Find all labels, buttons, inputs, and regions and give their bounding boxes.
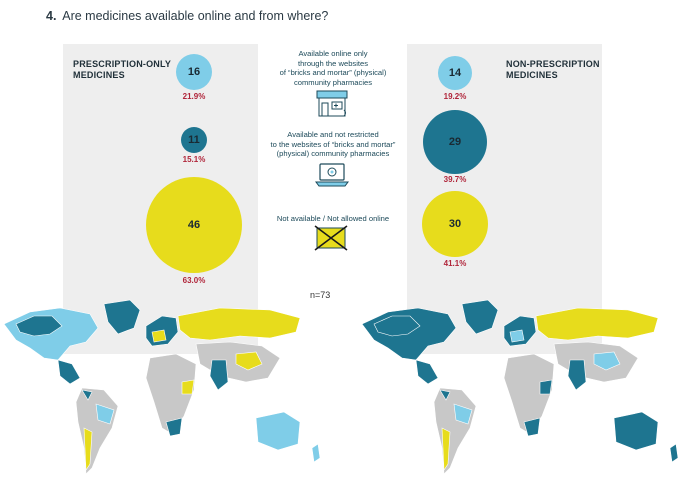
right-not-available-bubble: 30 bbox=[422, 191, 488, 257]
map-australia bbox=[255, 411, 301, 451]
legend-line: to the websites of “bricks and mortar” bbox=[270, 139, 396, 149]
map-brazil bbox=[95, 403, 115, 425]
map-china bbox=[593, 351, 621, 371]
left-not-restricted-bubble: 11 bbox=[181, 127, 207, 153]
non-prescription-title: NON-PRESCRIPTION MEDICINES bbox=[506, 59, 600, 81]
left-online-only-percent: 21.9% bbox=[182, 92, 206, 101]
map-east-africa bbox=[539, 379, 553, 395]
map-chile-argentina bbox=[83, 427, 93, 471]
right-online-only-percent: 19.2% bbox=[443, 92, 467, 101]
prescription-only-title: PRESCRIPTION-ONLY MEDICINES bbox=[73, 59, 171, 81]
left-not-available-percent: 63.0% bbox=[182, 276, 206, 285]
left-not-restricted-percent: 15.1% bbox=[182, 155, 206, 164]
legend-not-restricted-text: Available and not restricted to the webs… bbox=[258, 130, 408, 159]
map-new-zealand bbox=[669, 443, 679, 463]
map-central-europe bbox=[151, 329, 167, 343]
bubble-value: 46 bbox=[187, 219, 201, 231]
map-colombia bbox=[439, 389, 451, 401]
map-chile-argentina bbox=[441, 427, 451, 471]
legend-line: of “bricks and mortar” (physical) bbox=[279, 68, 387, 77]
title-line: MEDICINES bbox=[506, 70, 558, 80]
page-title: 4. Are medicines available online and fr… bbox=[46, 9, 328, 23]
legend-line: (physical) community pharmacies bbox=[276, 149, 390, 158]
title-line: NON-PRESCRIPTION bbox=[506, 59, 600, 69]
right-not-available-percent: 41.1% bbox=[443, 259, 467, 268]
map-china bbox=[235, 351, 263, 371]
legend-line: Available online only bbox=[298, 49, 368, 58]
map-canada bbox=[15, 315, 63, 337]
map-canada bbox=[373, 315, 421, 337]
pharmacy-store-icon bbox=[316, 90, 348, 117]
bubble-value: 11 bbox=[188, 134, 200, 146]
map-east-africa bbox=[181, 379, 195, 395]
sample-size: n=73 bbox=[310, 290, 331, 300]
map-south-africa bbox=[165, 417, 183, 437]
legend-line: through the websites bbox=[297, 58, 369, 68]
map-new-zealand bbox=[311, 443, 321, 463]
crossed-box-icon bbox=[314, 225, 348, 251]
map-south-america bbox=[433, 387, 477, 475]
map-central-europe bbox=[509, 329, 525, 343]
left-online-only-bubble: 16 bbox=[176, 54, 212, 90]
question-text: Are medicines available online and from … bbox=[62, 9, 329, 23]
legend-line: Available and not restricted bbox=[287, 130, 379, 139]
right-not-restricted-bubble: 29 bbox=[423, 110, 487, 174]
map-russia bbox=[177, 307, 301, 341]
map-mexico bbox=[415, 359, 439, 385]
laptop-icon bbox=[315, 163, 349, 187]
map-colombia bbox=[81, 389, 93, 401]
legend-line: community pharmacies bbox=[293, 77, 373, 87]
bubble-value: 30 bbox=[448, 218, 462, 230]
legend-online-only-text: Available online only through the websit… bbox=[258, 49, 408, 87]
title-line: PRESCRIPTION-ONLY bbox=[73, 59, 172, 69]
bubble-value: 16 bbox=[187, 66, 201, 78]
legend-line: Not available / Not allowed online bbox=[276, 214, 390, 223]
right-not-restricted-percent: 39.7% bbox=[443, 175, 467, 184]
map-greenland bbox=[103, 299, 141, 335]
map-india bbox=[567, 359, 587, 391]
title-line: MEDICINES bbox=[73, 70, 125, 80]
map-india bbox=[209, 359, 229, 391]
question-number: 4. bbox=[46, 9, 57, 23]
map-australia bbox=[613, 411, 659, 451]
left-not-available-bubble: 46 bbox=[146, 177, 242, 273]
map-russia bbox=[535, 307, 659, 341]
map-mexico bbox=[57, 359, 81, 385]
map-south-america bbox=[75, 387, 119, 475]
non-prescription-world-map bbox=[361, 299, 679, 475]
bubble-value: 14 bbox=[448, 67, 462, 79]
bubble-value: 29 bbox=[448, 136, 462, 148]
legend-not-available-text: Not available / Not allowed online bbox=[258, 214, 408, 224]
map-south-africa bbox=[523, 417, 541, 437]
map-greenland bbox=[461, 299, 499, 335]
right-online-only-bubble: 14 bbox=[438, 56, 472, 90]
map-brazil bbox=[453, 403, 473, 425]
prescription-only-world-map bbox=[3, 299, 321, 475]
